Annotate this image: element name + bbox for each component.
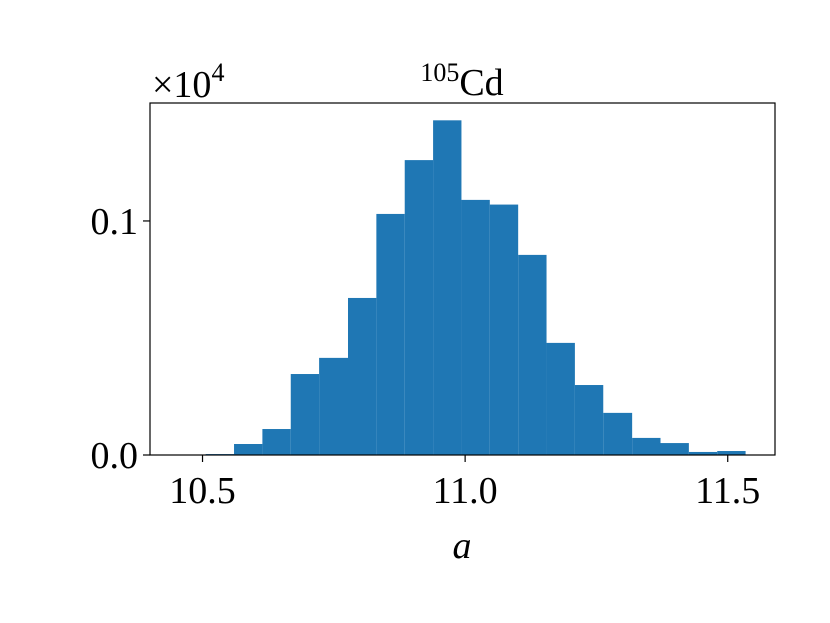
bar	[632, 437, 661, 455]
bar	[376, 213, 405, 455]
bar	[660, 443, 689, 455]
bar	[404, 160, 434, 455]
bar	[489, 204, 519, 455]
bar	[461, 199, 490, 455]
bar	[518, 254, 547, 455]
title-superscript: 105	[420, 58, 459, 87]
y-offset: ×104	[152, 58, 224, 106]
x-tick-label: 11.5	[695, 470, 760, 512]
x-tick-label: 11.0	[433, 470, 498, 512]
bar	[688, 451, 718, 455]
bar	[348, 297, 377, 455]
y-tick-label: 0.0	[91, 435, 139, 477]
x-axis-label: a	[453, 525, 472, 567]
bar	[574, 385, 604, 455]
title-text: Cd	[459, 62, 503, 104]
x-tick-label: 10.5	[169, 470, 236, 512]
bar	[290, 374, 320, 455]
chart-title: 105Cd	[420, 58, 503, 104]
bar	[546, 342, 575, 455]
bar	[262, 429, 291, 455]
bar	[717, 451, 746, 455]
y-tick-label: 0.1	[91, 201, 139, 243]
bar	[603, 412, 633, 455]
bar	[319, 357, 349, 455]
bar	[234, 444, 263, 455]
y-offset-label: ×10	[152, 64, 211, 106]
bar	[433, 120, 462, 455]
y-offset-exponent: 4	[211, 58, 224, 87]
plot-frame	[149, 102, 776, 456]
